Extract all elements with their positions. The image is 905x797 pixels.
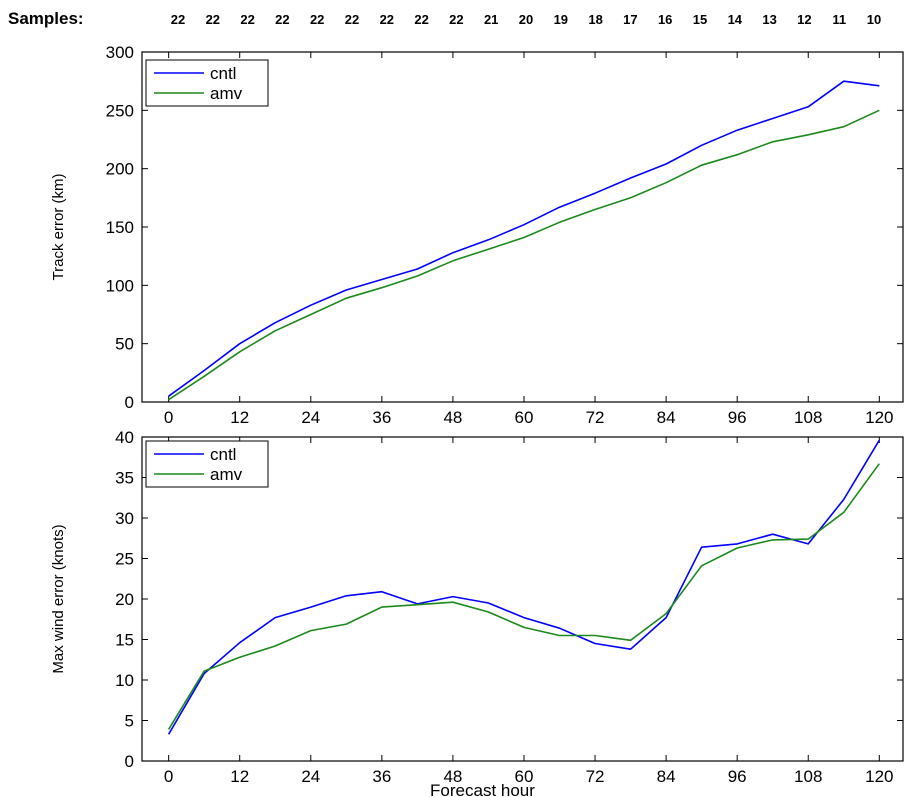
sample-count: 22 <box>379 12 395 27</box>
y-tick-label: 100 <box>106 276 134 295</box>
y-tick-label: 300 <box>106 43 134 62</box>
legend-box <box>145 59 269 107</box>
y-axis-label: Track error (km) <box>50 174 67 281</box>
y-axis-label: Max wind error (knots) <box>50 524 67 673</box>
y-tick-label: 25 <box>115 550 134 569</box>
sample-count: 21 <box>483 12 499 27</box>
x-axis-label: Forecast hour <box>430 781 535 797</box>
y-tick-label: 15 <box>115 631 134 650</box>
x-tick-label: 84 <box>657 408 676 427</box>
sample-count: 22 <box>309 12 325 27</box>
sample-count: 15 <box>692 12 708 27</box>
x-tick-label: 0 <box>164 408 173 427</box>
y-tick-label: 250 <box>106 101 134 120</box>
track-error-panel: 0 50 100 150 200 250 300 0 12 24 36 48 60 72 84 96 108 12… <box>50 43 904 427</box>
y-tick-label: 20 <box>115 590 134 609</box>
x-tick-label: 120 <box>865 767 893 786</box>
y-tick-label: 0 <box>125 752 134 771</box>
x-tick-label: 12 <box>230 408 249 427</box>
sample-count: 16 <box>657 12 673 27</box>
sample-count: 22 <box>240 12 255 27</box>
series-line-amv <box>167 463 880 730</box>
x-tick-label: 36 <box>372 408 391 427</box>
x-tick-label: 24 <box>301 408 320 427</box>
sample-count: 22 <box>205 12 221 27</box>
x-tick-label: 96 <box>728 408 747 427</box>
y-tick-label: 35 <box>115 469 134 488</box>
legend-label: cntl <box>210 445 236 464</box>
x-tick-label: 72 <box>586 767 605 786</box>
legend-label: cntl <box>210 64 236 83</box>
samples-label: Samples: <box>8 9 84 28</box>
x-tick-label: 24 <box>301 767 320 786</box>
y-tick-label: 10 <box>115 671 134 690</box>
x-tick-label: 60 <box>515 767 534 786</box>
sample-count: 10 <box>866 12 882 27</box>
x-tick-label: 96 <box>728 767 747 786</box>
sample-count: 22 <box>275 12 290 27</box>
sample-count: 18 <box>588 12 603 27</box>
sample-count: 20 <box>518 12 534 27</box>
x-tick-label: 0 <box>164 767 173 786</box>
y-tick-label: 0 <box>125 393 134 412</box>
sample-count: 22 <box>170 12 186 27</box>
y-tick-label: 50 <box>115 335 134 354</box>
x-tick-label: 48 <box>443 408 462 427</box>
samples-row: Samples: 22 22 22 22 22 22 22 22 22 21 20 19 18 17 16 1… <box>0 0 905 36</box>
sample-count: 13 <box>762 12 777 27</box>
x-tick-label: 48 <box>443 767 462 786</box>
sample-count: 19 <box>553 12 569 27</box>
sample-count: 22 <box>414 12 429 27</box>
x-tick-label: 36 <box>372 767 391 786</box>
sample-count: 22 <box>344 12 360 27</box>
sample-count: 12 <box>797 12 812 27</box>
x-tick-label: 120 <box>865 408 893 427</box>
y-tick-label: 200 <box>106 160 134 179</box>
sample-count: 22 <box>449 12 464 27</box>
x-tick-label: 108 <box>794 767 822 786</box>
x-tick-label: 72 <box>586 408 605 427</box>
y-tick-label: 150 <box>106 218 134 237</box>
x-tick-label: 60 <box>515 408 534 427</box>
series-line-cntl <box>167 439 880 735</box>
sample-count: 14 <box>727 12 743 27</box>
y-tick-label: 5 <box>125 712 134 731</box>
series-line-amv <box>168 109 880 401</box>
sample-count: 11 <box>832 12 847 27</box>
max-wind-error-panel: 0 5 10 15 20 25 30 35 40 0 12 24 36 48 60 72 84 96 108 120 M… <box>50 428 904 797</box>
series-line-cntl <box>168 80 880 397</box>
legend-label: amv <box>210 465 243 484</box>
x-tick-label: 108 <box>794 408 822 427</box>
legend-box <box>145 440 269 488</box>
legend-label: amv <box>210 84 243 103</box>
y-tick-label: 40 <box>115 428 134 447</box>
x-tick-label: 12 <box>230 767 249 786</box>
sample-count: 17 <box>623 12 638 27</box>
x-tick-label: 84 <box>657 767 676 786</box>
y-tick-label: 30 <box>115 509 134 528</box>
